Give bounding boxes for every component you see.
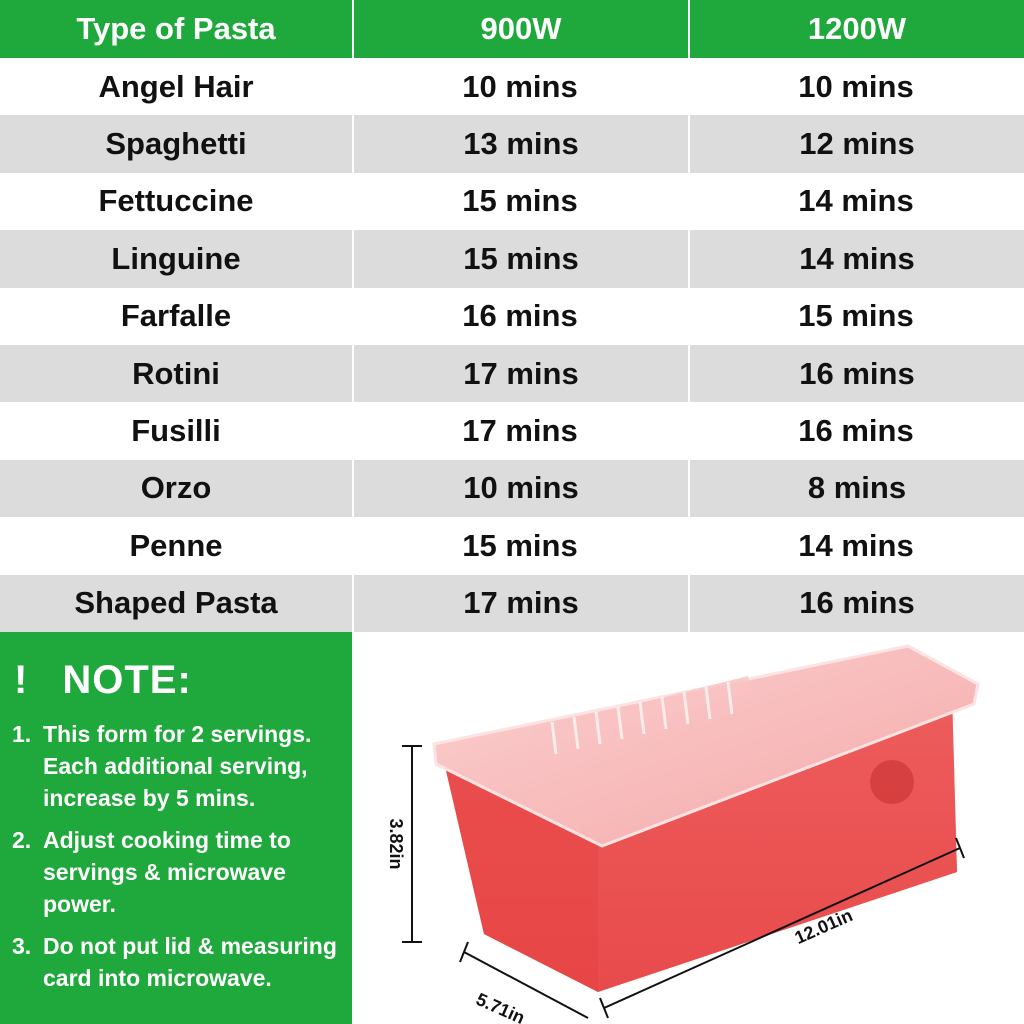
note-heading: NOTE: bbox=[62, 658, 192, 702]
note-icon: ! bbox=[14, 658, 29, 702]
table-cell: Farfalle bbox=[120, 298, 232, 334]
note-item: 2. Adjust cooking time to servings & micr… bbox=[12, 824, 352, 920]
header-cell: Type of Pasta bbox=[76, 11, 276, 46]
table-cell: 13 mins bbox=[352, 115, 688, 173]
table-cell: 15 mins bbox=[352, 230, 688, 288]
height-label: 3.82in bbox=[386, 818, 406, 869]
table-cell: 15 mins bbox=[462, 183, 578, 219]
note-marker: 1. bbox=[12, 721, 32, 747]
table-row: Fusilli 17 mins 16 mins bbox=[0, 402, 1024, 459]
note-text: This form for 2 servings. Each additiona… bbox=[43, 721, 312, 811]
dimension-lines bbox=[402, 745, 965, 1019]
table-cell: 10 mins bbox=[462, 68, 578, 104]
table-cell: Linguine bbox=[111, 240, 241, 276]
header-cell: 1200W bbox=[688, 0, 1024, 58]
table-cell: Angel Hair bbox=[98, 68, 254, 104]
table-cell: 17 mins bbox=[462, 413, 578, 449]
table-cell: Rotini bbox=[132, 355, 220, 391]
note-panel: ! NOTE: 1. This form for 2 servings. Each … bbox=[0, 632, 352, 1024]
table-row: Spaghetti 13 mins 12 mins bbox=[0, 115, 1024, 173]
note-marker: 3. bbox=[12, 933, 32, 959]
table-cell: 17 mins bbox=[352, 345, 688, 403]
table-cell: Penne bbox=[129, 527, 223, 563]
note-item: 1. This form for 2 servings. Each additio… bbox=[12, 718, 352, 814]
table-row: Angel Hair 10 mins 10 mins bbox=[0, 58, 1024, 115]
cooking-time-table: Type of Pasta 900W 1200W Angel Hair 10 mins 1… bbox=[0, 0, 1024, 632]
note-text: Adjust cooking time to servings & microw… bbox=[43, 827, 291, 917]
table-row: Rotini 17 mins 16 mins bbox=[0, 345, 1024, 403]
header-row: Type of Pasta 900W 1200W bbox=[0, 0, 1024, 58]
table-cell: 12 mins bbox=[688, 115, 1024, 173]
table-row: Shaped Pasta 17 mins 16 mins bbox=[0, 574, 1024, 632]
table-cell: 16 mins bbox=[688, 574, 1024, 632]
table-row: Orzo 10 mins 8 mins bbox=[0, 459, 1024, 518]
header-cell: 900W bbox=[352, 0, 688, 58]
table-cell: 8 mins bbox=[688, 459, 1024, 518]
width-label: 5.71in bbox=[473, 989, 528, 1024]
table-cell: 14 mins bbox=[688, 230, 1024, 288]
table-cell: 15 mins bbox=[798, 298, 914, 334]
table-row: Farfalle 16 mins 15 mins bbox=[0, 288, 1024, 345]
table-cell: 10 mins bbox=[798, 68, 914, 104]
note-title: ! NOTE: bbox=[14, 658, 192, 703]
table-cell: 15 mins bbox=[462, 527, 578, 563]
table-cell: 14 mins bbox=[798, 183, 914, 219]
table-cell: 14 mins bbox=[798, 527, 914, 563]
note-item: 3. Do not put lid & measuring card into m… bbox=[12, 930, 352, 994]
product-image: 3.82in 12.01in 5.71in bbox=[386, 644, 980, 1024]
table-cell: Fusilli bbox=[131, 413, 221, 449]
table-cell: Shaped Pasta bbox=[74, 585, 278, 621]
table-cell: 17 mins bbox=[352, 574, 688, 632]
container bbox=[432, 644, 980, 992]
note-list: 1. This form for 2 servings. Each additio… bbox=[12, 718, 352, 1004]
table-row: Penne 15 mins 14 mins bbox=[0, 517, 1024, 574]
table-cell: 16 mins bbox=[462, 298, 578, 334]
table-cell: 16 mins bbox=[688, 345, 1024, 403]
table-cell: Orzo bbox=[140, 470, 212, 506]
note-marker: 2. bbox=[12, 827, 32, 853]
table-cell: 10 mins bbox=[352, 459, 688, 518]
note-text: Do not put lid & measuring card into mic… bbox=[43, 933, 337, 991]
table-row: Fettuccine 15 mins 14 mins bbox=[0, 173, 1024, 230]
table-cell: 16 mins bbox=[798, 413, 914, 449]
table-cell: Spaghetti bbox=[105, 126, 247, 162]
table-cell: Fettuccine bbox=[98, 183, 254, 219]
table-row: Linguine 15 mins 14 mins bbox=[0, 230, 1024, 288]
